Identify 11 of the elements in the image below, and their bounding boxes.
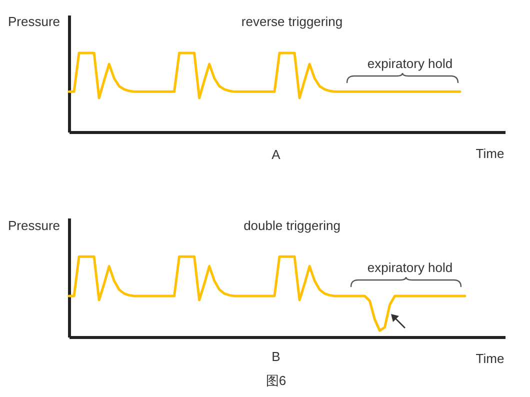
chart-title: double triggering	[244, 218, 340, 233]
text: B	[272, 349, 280, 364]
annotation: expiratory hold	[367, 56, 453, 71]
y-axis-title: Pressure	[8, 14, 60, 29]
chart-title: reverse triggering	[241, 14, 343, 29]
caption: 图6	[266, 373, 286, 388]
x-axis-title: Time	[476, 351, 504, 366]
x-axis-title: Time	[476, 146, 504, 161]
annotation: expiratory hold	[367, 260, 453, 275]
text: A	[272, 147, 281, 162]
y-axis-title: Pressure	[8, 218, 60, 233]
